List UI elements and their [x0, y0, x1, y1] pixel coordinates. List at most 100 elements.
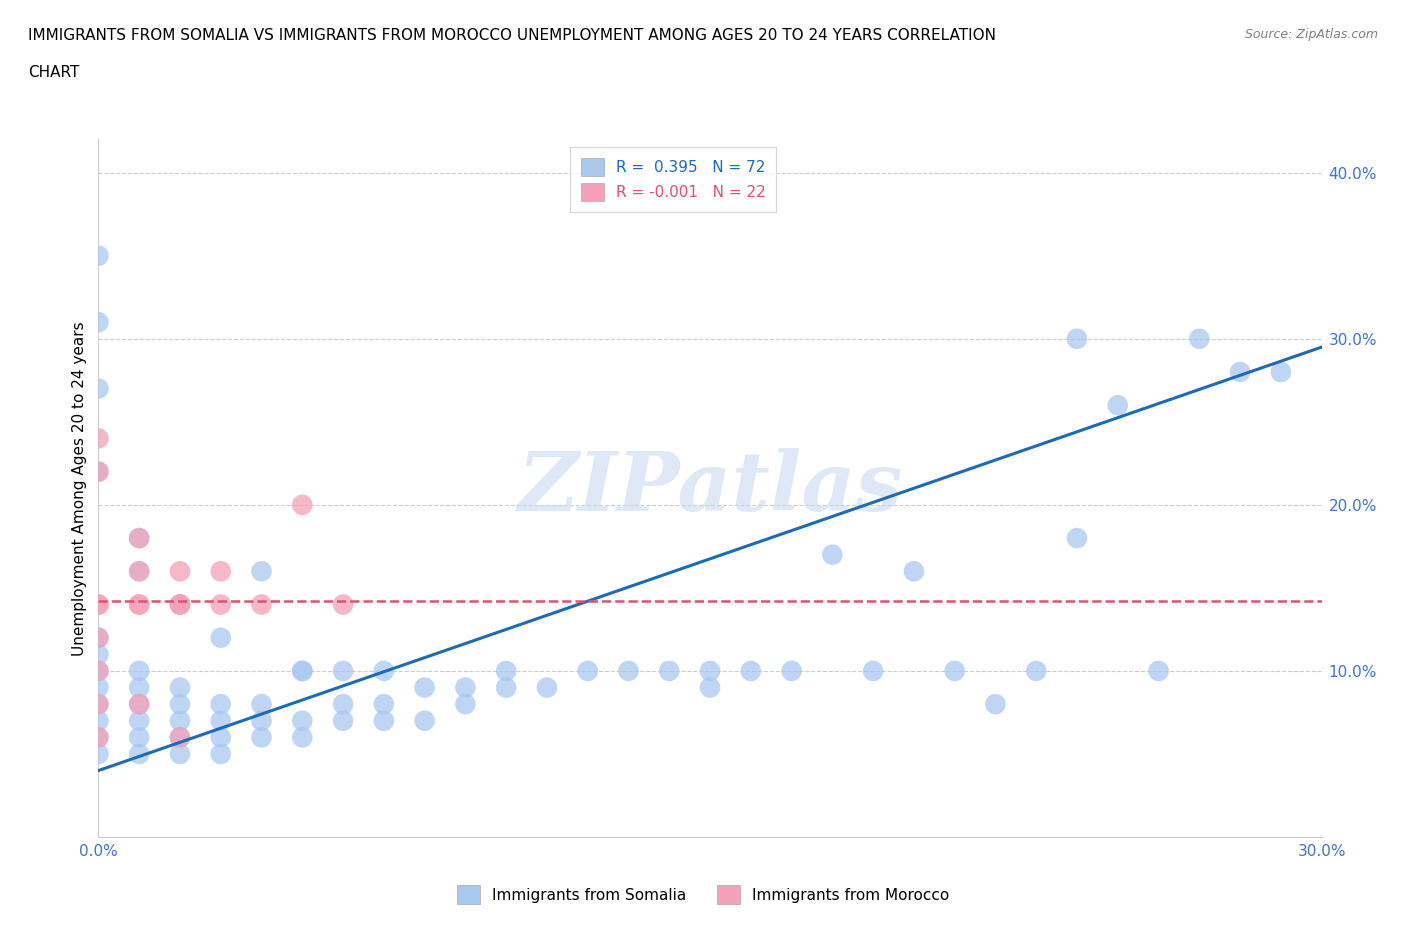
- Point: [209, 713, 232, 728]
- Point: [87, 663, 110, 678]
- Point: [209, 697, 232, 711]
- Point: [87, 464, 110, 479]
- Point: [658, 663, 681, 678]
- Point: [87, 730, 110, 745]
- Point: [169, 730, 191, 745]
- Point: [209, 730, 232, 745]
- Point: [128, 564, 150, 578]
- Point: [740, 663, 762, 678]
- Point: [495, 680, 517, 695]
- Point: [862, 663, 884, 678]
- Point: [413, 713, 436, 728]
- Text: IMMIGRANTS FROM SOMALIA VS IMMIGRANTS FROM MOROCCO UNEMPLOYMENT AMONG AGES 20 TO: IMMIGRANTS FROM SOMALIA VS IMMIGRANTS FR…: [28, 28, 995, 43]
- Point: [87, 464, 110, 479]
- Point: [291, 730, 314, 745]
- Point: [209, 747, 232, 762]
- Point: [87, 431, 110, 445]
- Point: [1147, 663, 1170, 678]
- Point: [87, 680, 110, 695]
- Point: [87, 314, 110, 329]
- Point: [1188, 331, 1211, 346]
- Point: [495, 663, 517, 678]
- Point: [903, 564, 925, 578]
- Point: [169, 680, 191, 695]
- Point: [250, 564, 273, 578]
- Point: [87, 663, 110, 678]
- Point: [250, 713, 273, 728]
- Point: [169, 597, 191, 612]
- Point: [943, 663, 966, 678]
- Point: [87, 697, 110, 711]
- Point: [128, 531, 150, 546]
- Y-axis label: Unemployment Among Ages 20 to 24 years: Unemployment Among Ages 20 to 24 years: [72, 321, 87, 656]
- Point: [780, 663, 803, 678]
- Point: [87, 597, 110, 612]
- Point: [87, 597, 110, 612]
- Legend: R =  0.395   N = 72, R = -0.001   N = 22: R = 0.395 N = 72, R = -0.001 N = 22: [571, 147, 776, 212]
- Point: [87, 631, 110, 645]
- Point: [169, 730, 191, 745]
- Text: CHART: CHART: [28, 65, 80, 80]
- Point: [332, 713, 354, 728]
- Point: [128, 713, 150, 728]
- Point: [87, 381, 110, 396]
- Point: [87, 730, 110, 745]
- Point: [413, 680, 436, 695]
- Point: [209, 564, 232, 578]
- Point: [209, 631, 232, 645]
- Point: [250, 730, 273, 745]
- Point: [291, 663, 314, 678]
- Point: [128, 747, 150, 762]
- Point: [128, 597, 150, 612]
- Point: [291, 663, 314, 678]
- Point: [128, 597, 150, 612]
- Point: [536, 680, 558, 695]
- Point: [699, 680, 721, 695]
- Point: [128, 697, 150, 711]
- Point: [87, 647, 110, 662]
- Point: [332, 663, 354, 678]
- Point: [250, 597, 273, 612]
- Point: [250, 697, 273, 711]
- Point: [209, 597, 232, 612]
- Point: [1270, 365, 1292, 379]
- Point: [291, 498, 314, 512]
- Point: [128, 697, 150, 711]
- Point: [576, 663, 599, 678]
- Point: [87, 747, 110, 762]
- Point: [1025, 663, 1047, 678]
- Point: [128, 564, 150, 578]
- Point: [87, 697, 110, 711]
- Point: [169, 697, 191, 711]
- Point: [128, 531, 150, 546]
- Text: Source: ZipAtlas.com: Source: ZipAtlas.com: [1244, 28, 1378, 41]
- Point: [87, 713, 110, 728]
- Point: [332, 697, 354, 711]
- Point: [617, 663, 640, 678]
- Point: [128, 680, 150, 695]
- Point: [169, 747, 191, 762]
- Point: [87, 248, 110, 263]
- Point: [1229, 365, 1251, 379]
- Point: [699, 663, 721, 678]
- Point: [373, 663, 395, 678]
- Point: [454, 680, 477, 695]
- Point: [169, 597, 191, 612]
- Point: [1066, 531, 1088, 546]
- Point: [169, 564, 191, 578]
- Point: [984, 697, 1007, 711]
- Point: [332, 597, 354, 612]
- Point: [169, 713, 191, 728]
- Legend: Immigrants from Somalia, Immigrants from Morocco: Immigrants from Somalia, Immigrants from…: [447, 876, 959, 913]
- Point: [373, 697, 395, 711]
- Text: ZIPatlas: ZIPatlas: [517, 448, 903, 528]
- Point: [291, 713, 314, 728]
- Point: [821, 547, 844, 562]
- Point: [454, 697, 477, 711]
- Point: [1107, 398, 1129, 413]
- Point: [87, 631, 110, 645]
- Point: [1066, 331, 1088, 346]
- Point: [373, 713, 395, 728]
- Point: [128, 663, 150, 678]
- Point: [169, 597, 191, 612]
